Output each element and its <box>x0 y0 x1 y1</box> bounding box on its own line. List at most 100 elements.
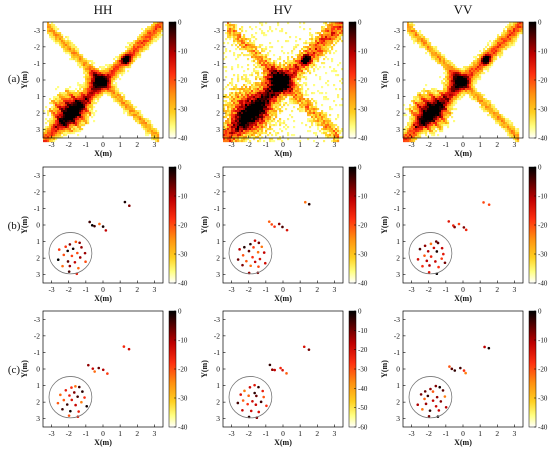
panel-a-vv-pixel <box>435 96 438 99</box>
panel-a-vv-pixel <box>415 106 418 109</box>
panel-a-vv-pixel <box>495 122 498 125</box>
panel-a-vv-pixel <box>449 96 452 99</box>
panel-a-hv-pixel <box>259 108 262 111</box>
panel-a-vv-pixel <box>425 130 428 133</box>
panel-a-hv-pixel <box>285 108 288 111</box>
panel-a-vv-pixel <box>425 118 428 121</box>
panel-a-hh-pixel <box>75 56 78 59</box>
panel-a-vv-pixel <box>427 46 430 49</box>
panel-a-hv-pixel <box>263 94 266 97</box>
panel-a-vv-pixel <box>509 32 512 35</box>
panel-a-vv-pixel <box>513 32 516 35</box>
panel-a-hv-pixel <box>251 46 254 49</box>
panel-a-hh-pixel <box>87 118 90 121</box>
panel-a-hv-pixel <box>327 126 330 129</box>
panel-a-hh-pixel <box>131 108 134 111</box>
panel-b-hh-scatterer-point <box>84 260 87 264</box>
panel-a-hh-pixel <box>77 106 80 109</box>
panel-a-hh-pixel <box>91 102 94 105</box>
panel-a-hv-pixel <box>227 138 230 141</box>
panel-a-hv-pixel <box>259 128 262 131</box>
panel-a-vv-pixel <box>509 124 512 127</box>
panel-a-hv-pixel <box>239 96 242 99</box>
panel-a-hv-pixel <box>259 120 262 123</box>
panel-a-hv-pixel <box>319 52 322 55</box>
panel-a-hv-pixel <box>293 48 296 51</box>
panel-a-hh-pixel <box>53 106 56 109</box>
panel-a-hv-pixel <box>271 128 274 131</box>
panel-a-hv-pixel <box>237 104 240 107</box>
panel-a-hh-pixel <box>133 106 136 109</box>
panel-a-vv-pixel <box>507 28 510 31</box>
panel-a-hv-pixel <box>323 50 326 53</box>
panel-a-hv-pixel <box>277 86 280 89</box>
panel-a-hv-pixel <box>241 112 244 115</box>
panel-a-vv-pixel <box>503 42 506 45</box>
panel-a-hh-pixel <box>95 98 98 101</box>
panel-a-vv-pixel <box>467 74 470 77</box>
panel-a-hh-pixel <box>117 100 120 103</box>
panel-a-vv-pixel <box>423 108 426 111</box>
panel-a-hh-pixel <box>57 100 60 103</box>
panel-a-hh-pixel <box>155 40 158 43</box>
panel-a-hh-pixel <box>61 100 64 103</box>
panel-a-hv-pixel <box>317 112 320 115</box>
panel-a-vv-pixel <box>437 90 440 93</box>
panel-a-vv-pixel <box>407 26 410 29</box>
panel-b-hh-ytick-label: -3 <box>34 171 40 180</box>
panel-a-hh-pixel <box>133 108 136 111</box>
panel-a-vv-pixel <box>469 76 472 79</box>
panel-a-hv-pixel <box>235 136 238 139</box>
panel-a-vv-pixel <box>465 86 468 89</box>
panel-a-hv-pixel <box>337 74 340 77</box>
panel-b-hh-scatterer-point <box>77 266 80 270</box>
panel-a-hv-pixel <box>277 76 280 79</box>
panel-a-vv-pixel <box>409 118 412 121</box>
panel-a-hv-pixel <box>291 76 294 79</box>
panel-a-vv-pixel <box>447 108 450 111</box>
panel-a-hh-pixel <box>61 40 64 43</box>
panel-a-hv-pixel <box>301 106 304 109</box>
panel-a-hv-pixel <box>225 140 228 143</box>
panel-a-hh-pixel <box>59 44 62 47</box>
panel-a-hh-pixel <box>63 48 66 51</box>
panel-a-hh-pixel <box>125 104 128 107</box>
panel-a-hv-pixel <box>227 42 230 45</box>
panel-a-hv-pixel <box>331 40 334 43</box>
panel-a-hv-pixel <box>267 96 270 99</box>
panel-a-hv-pixel <box>239 44 242 47</box>
panel-a-hh-pixel <box>91 80 94 83</box>
panel-a-hv-pixel <box>265 120 268 123</box>
panel-a-hh-pixel <box>123 66 126 69</box>
panel-a-hh-pixel <box>119 56 122 59</box>
panel-a-hv-pixel <box>259 96 262 99</box>
panel-c-hh-scatterer-point <box>69 409 72 413</box>
panel-a-hv-pixel <box>237 94 240 97</box>
panel-a-hv-pixel <box>239 130 242 133</box>
panel-a-hv-pixel <box>239 138 242 141</box>
panel-a-hh-pixel <box>51 38 54 41</box>
panel-a-hh-pixel <box>83 64 86 67</box>
panel-a-hh-pixel <box>115 66 118 69</box>
panel-a-hh-pixel <box>89 98 92 101</box>
panel-a-vv-pixel <box>459 92 462 95</box>
panel-a-hv-pixel <box>239 98 242 101</box>
panel-a-hh-xtick-label: 2 <box>135 140 139 149</box>
panel-a-hh-pixel <box>49 34 52 37</box>
panel-a-vv-pixel <box>441 98 444 101</box>
panel-a-hv-pixel <box>325 44 328 47</box>
panel-a-vv-pixel <box>483 48 486 51</box>
panel-a-hv-pixel <box>335 140 338 143</box>
panel-a-vv-pixel <box>485 52 488 55</box>
panel-a-hv-pixel <box>245 116 248 119</box>
panel-a-vv-pixel <box>427 128 430 131</box>
panel-a-vv-pixel <box>407 136 410 139</box>
panel-a-hh-pixel <box>105 92 108 95</box>
panel-a-hv-pixel <box>303 62 306 65</box>
panel-b-vv-scatterer-point <box>435 250 439 253</box>
panel-a-vv-pixel <box>423 40 426 43</box>
panel-a-hv-pixel <box>307 60 310 63</box>
panel-a-hv-pixel <box>329 22 332 25</box>
panel-a-vv-pixel <box>433 128 436 131</box>
panel-a-hh-pixel <box>133 116 136 119</box>
